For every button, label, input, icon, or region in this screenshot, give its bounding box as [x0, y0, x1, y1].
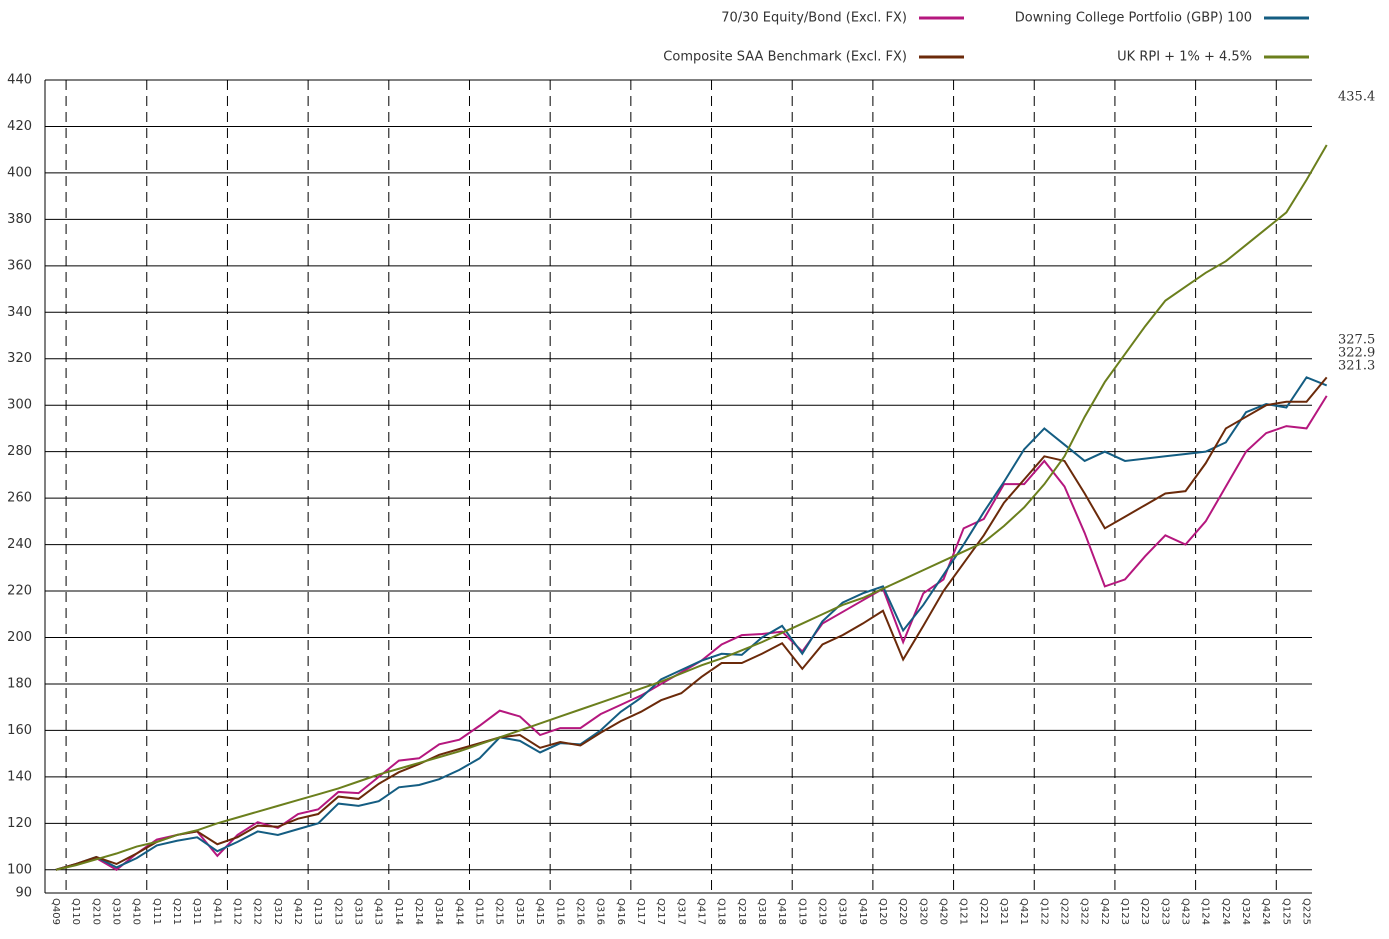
x-tick-label: Q217 [655, 898, 666, 925]
x-tick-label: Q215 [494, 898, 505, 925]
x-tick-label: Q314 [433, 898, 444, 925]
x-tick-label: Q414 [453, 898, 464, 925]
end-label: 321.3 [1338, 359, 1375, 374]
x-tick-label: Q409 [50, 898, 61, 925]
x-tick-label: Q319 [837, 898, 848, 925]
x-tick-label: Q222 [1059, 898, 1070, 925]
x-tick-label: Q322 [1079, 898, 1090, 925]
y-tick-label: 140 [7, 769, 32, 784]
x-tick-label: Q323 [1159, 898, 1170, 925]
legend-label: Composite SAA Benchmark (Excl. FX) [663, 50, 907, 65]
x-tick-label: Q120 [877, 898, 888, 925]
y-tick-label: 200 [7, 630, 32, 645]
x-tick-label: Q423 [1180, 898, 1191, 925]
x-tick-label: Q218 [736, 898, 747, 925]
x-tick-label: Q124 [1200, 898, 1211, 925]
x-tick-label: Q118 [716, 898, 727, 925]
x-tick-label: Q224 [1220, 898, 1231, 925]
y-tick-label: 260 [7, 491, 32, 506]
y-tick-label: 400 [7, 165, 32, 180]
x-tick-label: Q210 [90, 898, 101, 925]
x-tick-label: Q416 [615, 898, 626, 925]
x-tick-label: Q116 [554, 898, 565, 925]
x-tick-label: Q113 [312, 898, 323, 925]
x-tick-label: Q111 [151, 898, 162, 925]
x-tick-label: Q410 [131, 898, 142, 925]
x-tick-label: Q419 [857, 898, 868, 925]
x-tick-label: Q420 [937, 898, 948, 925]
x-tick-label: Q321 [998, 898, 1009, 925]
x-tick-label: Q320 [917, 898, 928, 925]
y-tick-label: 440 [7, 73, 32, 88]
x-tick-label: Q316 [595, 898, 606, 925]
x-tick-label: Q125 [1280, 898, 1291, 925]
x-tick-label: Q313 [353, 898, 364, 925]
x-tick-label: Q221 [978, 898, 989, 925]
y-tick-label: 180 [7, 676, 32, 691]
x-tick-label: Q112 [232, 898, 243, 925]
y-tick-label: 120 [7, 816, 32, 831]
x-tick-label: Q421 [1018, 898, 1029, 925]
x-tick-label: Q212 [252, 898, 263, 925]
x-tick-label: Q312 [272, 898, 283, 925]
x-tick-label: Q418 [776, 898, 787, 925]
y-tick-label: 420 [7, 119, 32, 134]
legend-label: UK RPI + 1% + 4.5% [1117, 50, 1252, 65]
x-tick-label: Q115 [474, 898, 485, 925]
y-tick-label: 100 [7, 862, 32, 877]
x-tick-label: Q110 [70, 898, 81, 925]
y-tick-label: 340 [7, 305, 32, 320]
series-line [55, 144, 1328, 871]
x-tick-label: Q114 [393, 898, 404, 925]
x-tick-label: Q213 [332, 898, 343, 925]
series-line [55, 395, 1328, 871]
y-tick-label: 300 [7, 398, 32, 413]
x-tick-label: Q315 [514, 898, 525, 925]
x-tick-label: Q219 [816, 898, 827, 925]
x-tick-label: Q413 [373, 898, 384, 925]
x-tick-label: Q216 [574, 898, 585, 925]
x-tick-label: Q417 [695, 898, 706, 925]
x-tick-label: Q310 [111, 898, 122, 925]
x-tick-label: Q123 [1119, 898, 1130, 925]
x-tick-label: Q211 [171, 898, 182, 925]
x-tick-label: Q422 [1099, 898, 1110, 925]
y-tick-label: 220 [7, 584, 32, 599]
y-tick-label: 380 [7, 212, 32, 227]
x-tick-label: Q318 [756, 898, 767, 925]
x-tick-label: Q220 [897, 898, 908, 925]
y-tick-label: 280 [7, 444, 32, 459]
x-tick-label: Q122 [1038, 898, 1049, 925]
x-tick-label: Q415 [534, 898, 545, 925]
x-tick-label: Q311 [191, 898, 202, 925]
series-line [55, 376, 1328, 871]
end-label: 435.4 [1338, 90, 1375, 105]
x-tick-label: Q225 [1301, 898, 1312, 925]
x-tick-label: Q424 [1260, 898, 1271, 925]
x-tick-label: Q117 [635, 898, 646, 925]
x-tick-label: Q223 [1139, 898, 1150, 925]
y-tick-label: 360 [7, 258, 32, 273]
y-tick-label: 240 [7, 537, 32, 552]
legend-label: Downing College Portfolio (GBP) 100 [1015, 11, 1252, 26]
end-label: 327.5 [1338, 333, 1375, 348]
end-label: 322.9 [1338, 346, 1375, 361]
x-tick-label: Q214 [413, 898, 424, 925]
x-tick-label: Q412 [292, 898, 303, 925]
series-line [55, 376, 1328, 871]
x-tick-label: Q121 [958, 898, 969, 925]
x-tick-label: Q317 [675, 898, 686, 925]
legend-label: 70/30 Equity/Bond (Excl. FX) [721, 11, 907, 26]
y-tick-label: 320 [7, 351, 32, 366]
x-tick-label: Q119 [796, 898, 807, 925]
y-tick-label: 160 [7, 723, 32, 738]
x-tick-label: Q324 [1240, 898, 1251, 925]
y-tick-label: 90 [15, 886, 32, 901]
x-tick-label: Q411 [211, 898, 222, 925]
